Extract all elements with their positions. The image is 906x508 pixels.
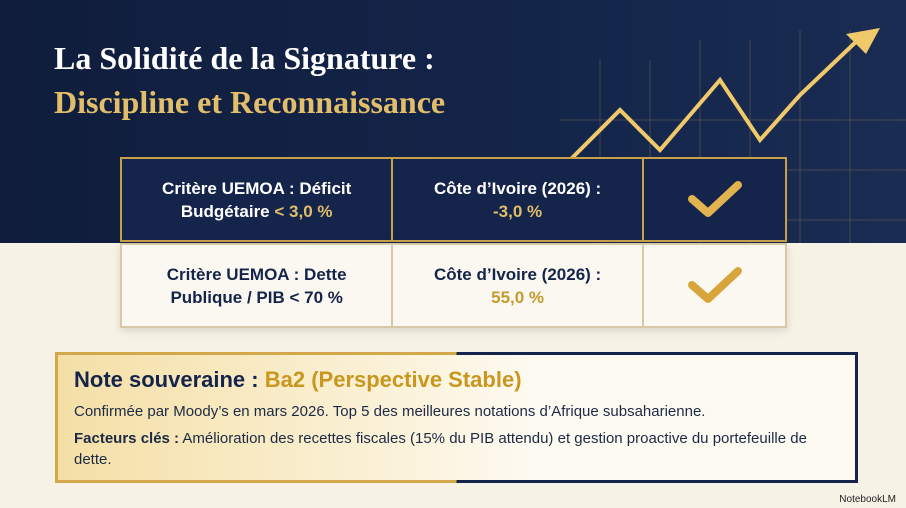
footer-brand: NotebookLM <box>839 494 896 505</box>
factors-text: Amélioration des recettes fiscales (15% … <box>74 430 807 468</box>
cell-highlight: -3,0 % <box>493 201 543 221</box>
title: Discipline et Reconnaissance <box>54 84 446 120</box>
cell-text: Critère UEMOA : Dette Publique / PIB < 7… <box>166 264 347 307</box>
cell: Côte d’Ivoire (2026) : -3,0 % <box>393 159 644 240</box>
table-row: Critère UEMOA : Déficit Budgétaire < 3,0… <box>120 157 787 242</box>
cell: Critère UEMOA : Déficit Budgétaire < 3,0… <box>122 159 394 240</box>
cell-highlight: < 3,0 % <box>274 201 333 221</box>
title: La Solidité de la Signature : <box>54 40 435 76</box>
cell-highlight: 55,0 % <box>491 287 545 307</box>
cell-text: Côte d’Ivoire (2026) : <box>433 264 602 284</box>
cell: Côte d’Ivoire (2026) : 55,0 % <box>393 245 644 326</box>
cell-text: Critère UEMOA : Déficit Budgétaire <box>162 178 352 221</box>
cell: Critère UEMOA : Dette Publique / PIB < 7… <box>122 245 394 326</box>
rating-box: Note souveraine : Ba2 (Perspective Stabl… <box>55 352 858 483</box>
check-cell <box>644 245 785 326</box>
rating-title: Note souveraine : Ba2 (Perspective Stabl… <box>74 367 839 393</box>
table-row: Critère UEMOA : Dette Publique / PIB < 7… <box>120 243 787 328</box>
rating-confirmation: Confirmée par Moody’s en mars 2026. Top … <box>74 403 706 420</box>
rating-label: Note souveraine : <box>74 367 259 392</box>
check-cell <box>644 159 785 240</box>
checkmark <box>688 267 743 303</box>
cell-text: Côte d’Ivoire (2026) : <box>433 178 602 198</box>
rating-factors: Facteurs clés : Amélioration des recette… <box>74 428 839 470</box>
factors-label: Facteurs clés : <box>74 430 180 447</box>
rating-value: Ba2 (Perspective Stable) <box>264 367 522 392</box>
checkmark <box>688 181 743 217</box>
